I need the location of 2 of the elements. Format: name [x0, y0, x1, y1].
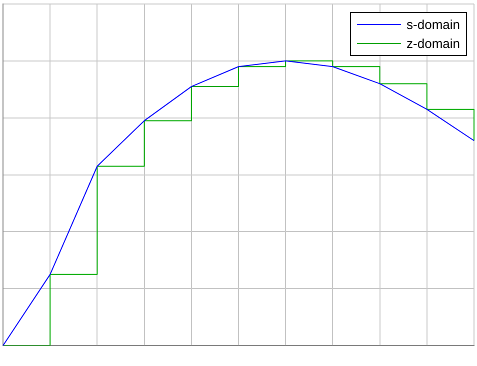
- legend-label: z-domain: [406, 36, 460, 51]
- legend-label: s-domain: [406, 17, 460, 32]
